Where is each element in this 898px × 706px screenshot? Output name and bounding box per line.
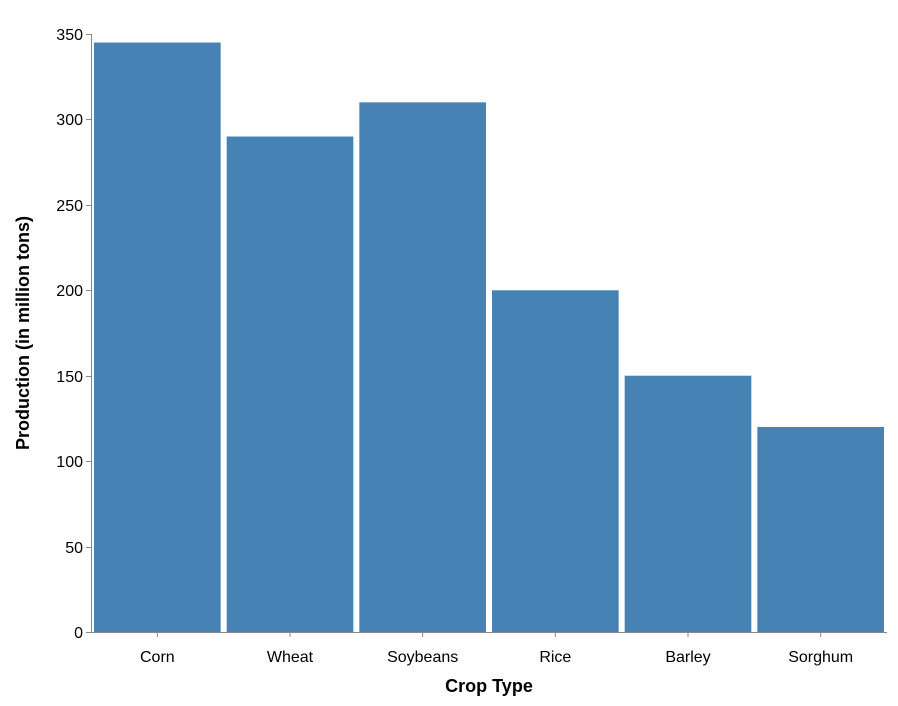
bar-soybeans <box>359 102 486 633</box>
x-tick-label: Sorghum <box>788 649 853 666</box>
y-tick-label: 250 <box>56 198 83 215</box>
y-tick-label: 0 <box>74 625 83 642</box>
bar-barley <box>624 375 752 632</box>
y-tick-label: 300 <box>56 112 83 129</box>
y-tick-label: 200 <box>56 283 83 300</box>
y-axis-title: Production (in million tons) <box>13 216 33 450</box>
y-tick-label: 350 <box>56 27 83 44</box>
x-tick-label: Corn <box>140 649 175 666</box>
x-tick-label: Soybeans <box>387 649 458 666</box>
y-tick-label: 150 <box>56 369 83 386</box>
x-axis: Corn Wheat Soybeans Rice Barley Sorghum <box>91 632 887 666</box>
bar-sorghum <box>757 426 884 632</box>
x-axis-title: Crop Type <box>445 676 533 696</box>
x-tick-label: Rice <box>539 649 571 666</box>
x-tick-label: Wheat <box>267 649 314 666</box>
y-tick-label: 50 <box>65 540 83 557</box>
bar-wheat <box>226 136 354 632</box>
bar-corn <box>94 42 221 633</box>
y-tick-label: 100 <box>56 454 83 471</box>
y-axis: 0 50 100 150 200 250 300 350 <box>56 27 92 642</box>
bar-rice <box>492 290 619 632</box>
bars-layer <box>94 42 884 633</box>
x-tick-label: Barley <box>665 649 710 666</box>
